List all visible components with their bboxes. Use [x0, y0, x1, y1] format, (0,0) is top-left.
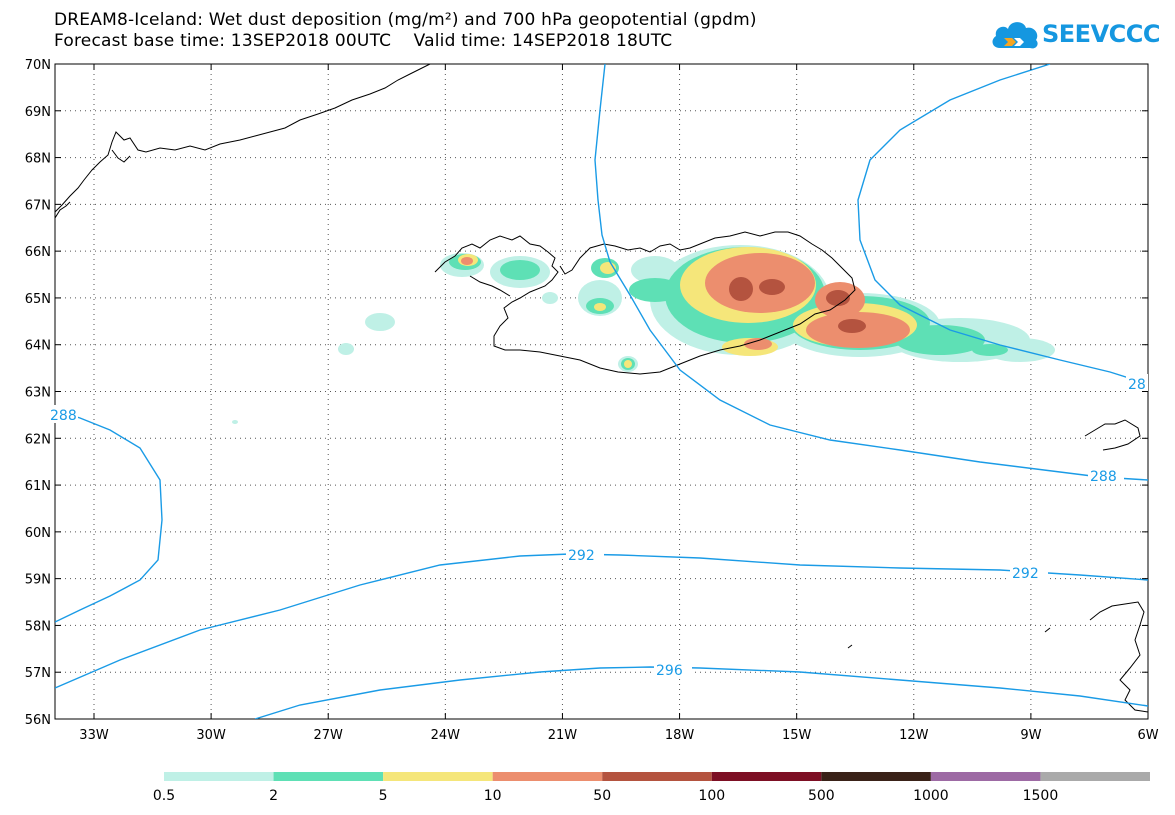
plot-frame [54, 63, 1149, 720]
legend-label: 100 [698, 788, 725, 804]
contour-label: 28 [1128, 377, 1146, 393]
longitude-label: 30W [196, 728, 226, 743]
longitude-label: 27W [314, 728, 344, 743]
latitude-label: 58N [25, 619, 51, 634]
longitude-label: 9W [1020, 728, 1041, 743]
legend-swatch [821, 772, 931, 781]
chart-title: DREAM8-Iceland: Wet dust deposition (mg/… [54, 10, 757, 30]
latitude-label: 67N [25, 198, 51, 213]
legend-label: 1500 [1023, 788, 1059, 804]
latitude-label: 70N [25, 58, 51, 73]
legend-label: 5 [379, 788, 388, 804]
legend-swatch [164, 772, 274, 781]
longitude-labels: 33W 30W 27W 24W 21W 18W 15W 12W 9W 6W [79, 728, 1158, 743]
legend-label: 1000 [913, 788, 949, 804]
seevccc-logo: SEEVCCC [990, 14, 1161, 56]
legend-swatch [711, 772, 822, 781]
contour-label: 292 [1012, 566, 1039, 582]
latitude-label: 62N [25, 432, 51, 447]
chart-subtitle: Forecast base time: 13SEP2018 00UTC Vali… [54, 31, 673, 51]
latitude-labels: 70N 69N 68N 67N 66N 65N 64N 63N 62N 61N 60N 59N 58N 5… [25, 58, 51, 728]
contour-label: 288 [50, 408, 77, 424]
latitude-label: 63N [25, 386, 51, 401]
legend-label: 2 [269, 788, 278, 804]
color-legend: 0.5 2 5 10 50 100 500 1000 1500 [153, 772, 1150, 804]
latitude-label: 69N [25, 105, 51, 120]
legend-swatch [1040, 772, 1150, 781]
legend-swatch [273, 772, 384, 781]
coastlines [55, 64, 1148, 713]
latitude-label: 57N [25, 666, 51, 681]
longitude-label: 33W [79, 728, 109, 743]
legend-label: 50 [593, 788, 611, 804]
latitude-label: 56N [25, 713, 51, 728]
logo-text: SEEVCCC [1042, 20, 1161, 48]
contour-line-296 [254, 666, 1148, 719]
latitude-label: 60N [25, 526, 51, 541]
longitude-label: 21W [548, 728, 578, 743]
longitude-label: 6W [1137, 728, 1158, 743]
legend-swatch [602, 772, 712, 781]
contour-line-western-ridge [55, 409, 163, 623]
contour-label: 292 [568, 548, 595, 564]
longitude-label: 24W [431, 728, 461, 743]
deposition-level-50 [729, 277, 866, 333]
latitude-label: 64N [25, 339, 51, 354]
legend-label: 0.5 [153, 788, 175, 804]
legend-swatch [383, 772, 493, 781]
latitude-label: 61N [25, 479, 51, 494]
legend-swatch [930, 772, 1041, 781]
latitude-label: 65N [25, 292, 51, 307]
legend-label: 10 [484, 788, 502, 804]
graticule [55, 64, 1148, 719]
contour-label: 288 [1090, 469, 1117, 485]
contour-line-eastern-ridge [857, 64, 1148, 385]
cloud-chevron-icon [992, 22, 1038, 49]
longitude-label: 12W [899, 728, 929, 743]
latitude-label: 59N [25, 573, 51, 588]
latitude-label: 68N [25, 152, 51, 167]
longitude-label: 15W [782, 728, 812, 743]
contour-labels: 288 288 28 292 292 296 [50, 374, 1148, 679]
longitude-label: 18W [665, 728, 695, 743]
legend-label: 500 [808, 788, 835, 804]
latitude-label: 66N [25, 245, 51, 260]
contour-label: 296 [656, 663, 683, 679]
axis-ticks [55, 63, 1149, 720]
legend-swatch [492, 772, 603, 781]
dust-deposition-shading [232, 245, 1055, 424]
contour-line-iceland-trough [594, 64, 1148, 481]
